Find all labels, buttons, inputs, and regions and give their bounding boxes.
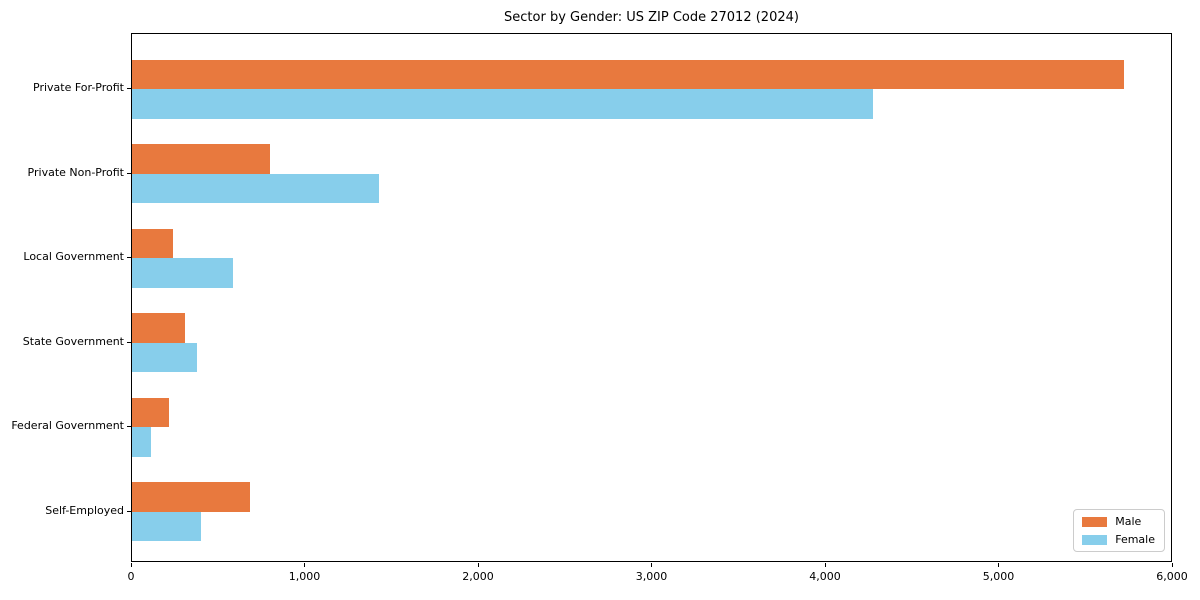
legend-label: Male (1115, 515, 1142, 528)
y-axis-label: State Government (22, 334, 124, 348)
legend-label: Female (1115, 533, 1155, 546)
legend-item-male: Male (1082, 515, 1155, 528)
bar-male-5 (132, 482, 250, 512)
y-tick-mark (127, 257, 131, 258)
x-axis-label: 6,000 (1156, 570, 1188, 583)
x-tick-mark (1171, 563, 1173, 567)
legend-swatch-icon (1082, 516, 1108, 527)
x-tick-mark (651, 563, 652, 567)
bar-male-4 (132, 397, 169, 427)
y-tick-mark (127, 341, 131, 343)
bar-female-1 (132, 173, 380, 203)
legend: Male Female (1073, 509, 1165, 552)
legend-swatch-icon (1082, 534, 1108, 545)
y-tick-mark (127, 172, 131, 174)
x-axis-label: 2,000 (462, 570, 494, 583)
chart-title: Sector by Gender: US ZIP Code 27012 (202… (504, 10, 799, 25)
x-tick-mark (130, 563, 132, 567)
x-axis-label: 1,000 (288, 570, 321, 583)
bar-group (132, 59, 1173, 119)
x-tick-mark (477, 563, 479, 567)
y-tick-mark (127, 510, 131, 512)
bar-group (132, 397, 1173, 457)
y-axis-label: Private Non-Profit (27, 165, 124, 179)
bar-female-2 (132, 258, 233, 288)
plot-area: Male Female (131, 33, 1172, 562)
y-axis-label: Local Government (23, 250, 124, 263)
y-axis-label: Federal Government (11, 419, 124, 432)
bar-female-5 (132, 511, 202, 541)
x-axis-label: 0 (127, 570, 135, 583)
bar-female-3 (132, 342, 198, 372)
x-axis-label: 5,000 (982, 570, 1015, 583)
y-axis-label: Self-Employed (45, 503, 124, 517)
y-axis-label: Private For-Profit (33, 81, 124, 94)
legend-item-female: Female (1082, 533, 1155, 546)
bar-male-1 (132, 144, 270, 174)
bar-female-4 (132, 427, 152, 457)
x-tick-mark (998, 563, 999, 567)
bar-group (132, 313, 1173, 372)
bar-group (132, 482, 1173, 541)
x-tick-mark (304, 563, 305, 567)
y-tick-mark (127, 426, 131, 427)
bar-male-0 (132, 59, 1124, 89)
bar-group (132, 228, 1173, 288)
x-axis-label: 4,000 (809, 570, 841, 583)
bar-female-0 (132, 89, 873, 119)
x-axis-label: 3,000 (635, 570, 668, 583)
bar-male-3 (132, 313, 185, 343)
y-tick-mark (127, 88, 131, 89)
bar-group (132, 144, 1173, 203)
bar-male-2 (132, 228, 173, 258)
x-tick-mark (824, 563, 826, 567)
